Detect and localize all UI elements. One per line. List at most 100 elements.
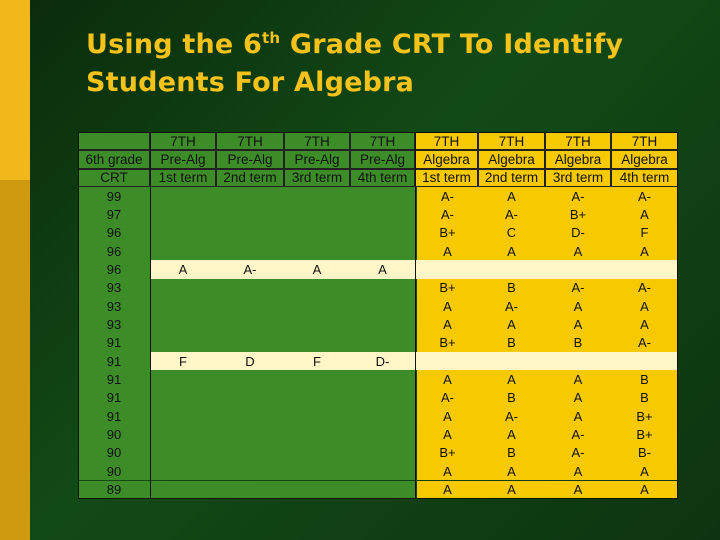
title-line-2: Students For Algebra [86, 67, 415, 98]
algebra-grade-cell: A [478, 241, 545, 261]
algebra-grade-cell: B [478, 388, 545, 408]
prealg-grade-cell [150, 241, 216, 261]
prealg-grade-cell [350, 462, 415, 481]
algebra-grade-cell: A [417, 407, 478, 426]
algebra-grade-cell: A [478, 462, 545, 481]
prealg-grade-cell [350, 223, 415, 242]
prealg-grade-cell [350, 315, 415, 334]
header-cell: 7TH [478, 132, 545, 151]
algebra-grade-cell [545, 352, 611, 370]
prealg-grade-cell [284, 462, 350, 481]
prealg-grade-cell [150, 297, 216, 316]
algebra-grade-cell: A- [545, 278, 611, 297]
table-border-top [78, 132, 678, 133]
prealg-grade-cell [150, 388, 216, 408]
algebra-grade-cell: C [478, 223, 545, 242]
algebra-grade-cell [611, 260, 678, 278]
algebra-grade-cell [417, 260, 478, 278]
prealg-grade-cell [350, 480, 415, 499]
grades-grid: 7TH 7TH 7TH 7TH 7TH 7TH 7TH 7TH 6th grade Pre-Alg… [78, 132, 678, 499]
algebra-grade-cell: A- [417, 388, 478, 408]
prealg-grade-cell [150, 443, 216, 463]
algebra-grade-cell: A [478, 370, 545, 389]
title-line-1-prefix: Using the 6 [86, 29, 263, 60]
algebra-grade-cell: A [545, 370, 611, 389]
algebra-grade-cell: A [417, 480, 478, 499]
algebra-grade-cell: A [545, 407, 611, 426]
title-line-1: Using the 6th Grade CRT To Identify [86, 26, 623, 64]
accent-bar-bottom [0, 180, 30, 540]
prealg-grade-cell [284, 407, 350, 426]
header-cell: 7TH [284, 132, 350, 151]
crt-score-cell: 90 [78, 425, 150, 444]
crt-score-cell: 91 [78, 333, 150, 353]
prealg-grade-cell [216, 425, 284, 444]
prealg-grade-cell [284, 297, 350, 316]
prealg-grade-cell [284, 480, 350, 499]
slide-title: Using the 6th Grade CRT To Identify Stud… [86, 26, 623, 102]
prealg-grade-cell [216, 223, 284, 242]
prealg-grade-cell [284, 443, 350, 463]
highlighted-row-band [150, 260, 678, 279]
prealg-grade-cell [284, 278, 350, 297]
algebra-grade-cell: B [478, 333, 545, 353]
prealg-grade-cell [150, 462, 216, 481]
algebra-grade-cell: B+ [611, 407, 678, 426]
prealg-grade-cell [350, 425, 415, 444]
algebra-grade-cell: D- [545, 223, 611, 242]
crt-score-cell: 91 [78, 352, 150, 371]
crt-score-cell: 96 [78, 223, 150, 242]
crt-score-cell: 93 [78, 278, 150, 297]
crt-score-cell: 91 [78, 370, 150, 389]
header-cell: 2nd term [216, 168, 284, 187]
algebra-grade-cell: B+ [417, 278, 478, 297]
crt-score-cell: 97 [78, 205, 150, 224]
prealg-grade-cell [216, 480, 284, 499]
header-cell: CRT [78, 168, 150, 187]
prealg-grade-cell [150, 205, 216, 224]
algebra-grade-cell: A- [478, 297, 545, 316]
crt-score-cell: 96 [78, 241, 150, 261]
algebra-grade-cell: A [478, 315, 545, 334]
header-cell: 1st term [150, 168, 216, 187]
crt-score-cell: 91 [78, 388, 150, 408]
algebra-grade-cell: B [478, 443, 545, 463]
crt-score-cell: 99 [78, 186, 150, 206]
header-cell: 7TH [150, 132, 216, 151]
algebra-grade-cell: A [478, 186, 545, 206]
crt-score-cell: 90 [78, 462, 150, 481]
prealg-grade-cell [284, 425, 350, 444]
prealg-grade-cell [216, 333, 284, 353]
algebra-grade-cell: A [417, 370, 478, 389]
algebra-grade-cell [545, 260, 611, 278]
crt-score-cell: 90 [78, 443, 150, 463]
prealg-grade-cell: A [312, 261, 322, 277]
algebra-grade-cell: B- [611, 443, 678, 463]
prealg-grade-cell [150, 278, 216, 297]
algebra-grade-cell [417, 352, 478, 370]
prealg-grade-cell [216, 462, 284, 481]
prealg-grade-cell [216, 370, 284, 389]
header-cell: 7TH [611, 132, 678, 151]
algebra-grade-cell: F [611, 223, 678, 242]
header-cell: 7TH [545, 132, 611, 151]
algebra-grade-cell [478, 260, 545, 278]
header-cell: 2nd term [478, 168, 545, 187]
algebra-grade-cell: A- [417, 186, 478, 206]
prealg-grade-cell [284, 241, 350, 261]
header-cell: 1st term [415, 168, 478, 187]
grades-table: 7TH 7TH 7TH 7TH 7TH 7TH 7TH 7TH 6th grade Pre-Alg… [78, 132, 678, 499]
prealg-grade-cell [150, 425, 216, 444]
table-border-bottom [78, 497, 678, 499]
prealg-grade-cell: A [378, 261, 387, 277]
prealg-grade-cell [284, 388, 350, 408]
header-cell: Algebra [545, 150, 611, 169]
algebra-grade-cell: A [611, 241, 678, 261]
algebra-grade-cell: A [545, 315, 611, 334]
prealg-grade-cell [350, 370, 415, 389]
prealg-grade-cell [284, 223, 350, 242]
prealg-grade-cell [216, 205, 284, 224]
algebra-grade-cell: A- [545, 186, 611, 206]
prealg-grade-cell [150, 370, 216, 389]
